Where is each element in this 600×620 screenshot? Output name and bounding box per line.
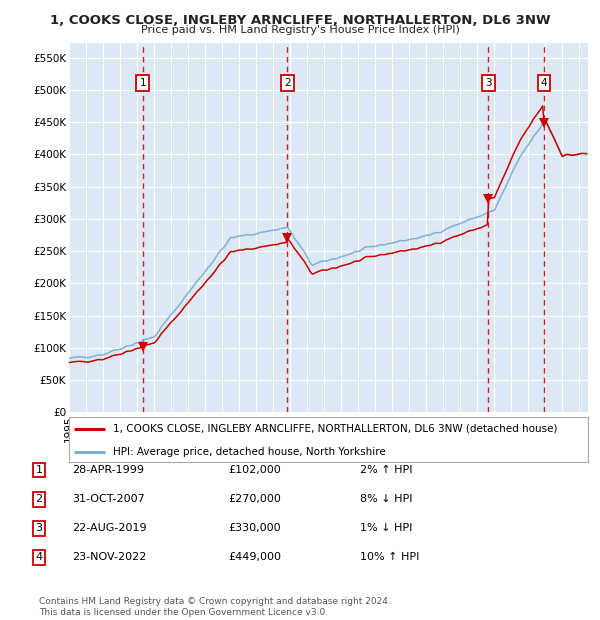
Text: 1% ↓ HPI: 1% ↓ HPI <box>360 523 412 533</box>
Text: £270,000: £270,000 <box>228 494 281 504</box>
Text: 3: 3 <box>35 523 43 533</box>
Text: 8% ↓ HPI: 8% ↓ HPI <box>360 494 413 504</box>
Text: £102,000: £102,000 <box>228 465 281 475</box>
Text: 1, COOKS CLOSE, INGLEBY ARNCLIFFE, NORTHALLERTON, DL6 3NW (detached house): 1, COOKS CLOSE, INGLEBY ARNCLIFFE, NORTH… <box>113 424 557 434</box>
Text: £449,000: £449,000 <box>228 552 281 562</box>
Text: 1, COOKS CLOSE, INGLEBY ARNCLIFFE, NORTHALLERTON, DL6 3NW: 1, COOKS CLOSE, INGLEBY ARNCLIFFE, NORTH… <box>50 14 550 27</box>
Text: 10% ↑ HPI: 10% ↑ HPI <box>360 552 419 562</box>
Text: Contains HM Land Registry data © Crown copyright and database right 2024.
This d: Contains HM Land Registry data © Crown c… <box>39 598 391 617</box>
Text: 22-AUG-2019: 22-AUG-2019 <box>72 523 146 533</box>
Text: 1: 1 <box>139 78 146 89</box>
Text: 31-OCT-2007: 31-OCT-2007 <box>72 494 145 504</box>
Text: 2% ↑ HPI: 2% ↑ HPI <box>360 465 413 475</box>
Text: 2: 2 <box>284 78 290 89</box>
Text: 1: 1 <box>35 465 43 475</box>
Text: 28-APR-1999: 28-APR-1999 <box>72 465 144 475</box>
Text: 3: 3 <box>485 78 492 89</box>
Text: 4: 4 <box>35 552 43 562</box>
Text: 4: 4 <box>541 78 547 89</box>
Text: 2: 2 <box>35 494 43 504</box>
Text: HPI: Average price, detached house, North Yorkshire: HPI: Average price, detached house, Nort… <box>113 447 386 457</box>
Text: Price paid vs. HM Land Registry's House Price Index (HPI): Price paid vs. HM Land Registry's House … <box>140 25 460 35</box>
Text: 23-NOV-2022: 23-NOV-2022 <box>72 552 146 562</box>
Text: £330,000: £330,000 <box>228 523 281 533</box>
